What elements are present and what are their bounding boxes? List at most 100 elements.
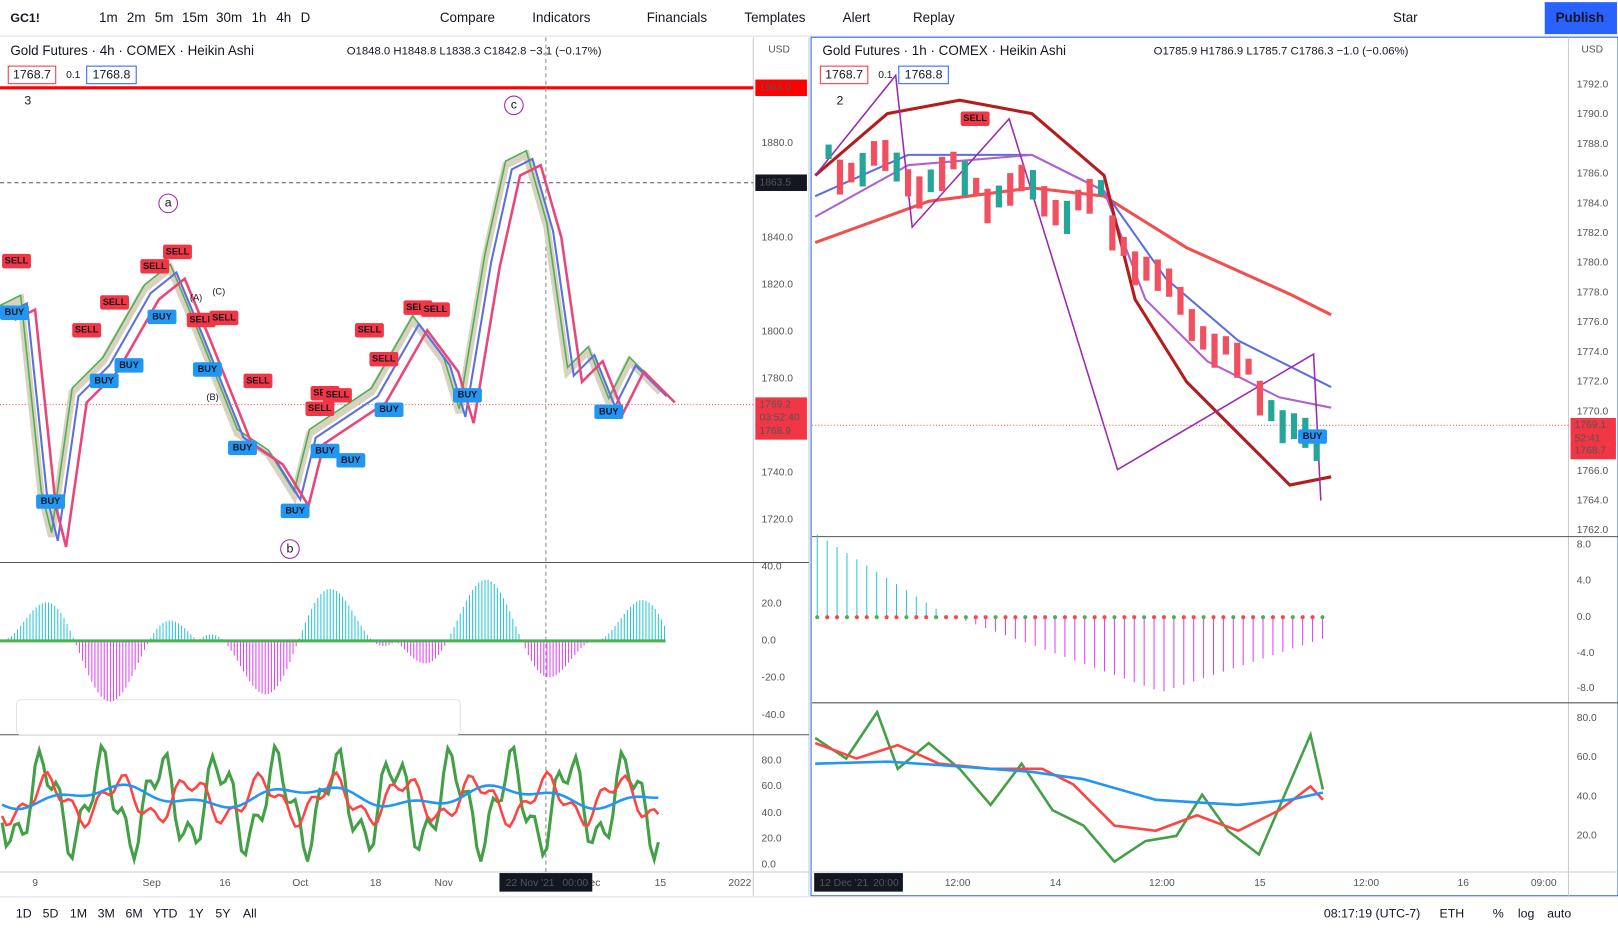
toolbar-button[interactable]: Templates <box>744 10 805 25</box>
rsi-tick: 20.0 <box>1577 831 1597 842</box>
wave-label: (A) <box>190 293 202 303</box>
osc-dot <box>1201 615 1206 620</box>
candle <box>1256 380 1264 416</box>
signal-bg <box>140 259 170 274</box>
signal-bg <box>322 388 352 403</box>
toolbar-button[interactable]: Financials <box>647 10 708 25</box>
publish-bg[interactable] <box>1544 2 1617 35</box>
price-tick: 1720.0 <box>762 515 794 526</box>
rsi-red <box>0 770 660 830</box>
price-tick: 1788.0 <box>1577 139 1609 150</box>
axis-option[interactable]: auto <box>1547 907 1571 921</box>
rsi-blue <box>1 783 659 811</box>
osc-dot <box>1280 615 1285 620</box>
osc-dot <box>844 615 850 620</box>
legend: Gold Futures · 4h · COMEX · Heikin Ashi <box>10 43 254 58</box>
candle <box>1154 259 1161 291</box>
spread: 0.1 <box>66 70 81 81</box>
collapsed: 2 <box>837 93 844 107</box>
toolbar-button[interactable]: Indicators <box>532 10 590 25</box>
publish[interactable]: Publish <box>1556 10 1604 25</box>
time-tick: 16 <box>219 878 231 889</box>
osc-dot <box>1260 615 1266 620</box>
osc-dot <box>1092 615 1097 620</box>
currency[interactable]: USD <box>768 44 790 55</box>
osc-dot <box>1033 615 1038 620</box>
interval[interactable]: 4h <box>276 10 291 25</box>
signal-bg <box>186 312 216 328</box>
signal-bg <box>421 302 450 317</box>
osc-dot <box>973 615 978 620</box>
signal: SELL <box>189 314 213 324</box>
axis-option[interactable]: % <box>1493 907 1504 921</box>
signal-bg <box>243 373 273 389</box>
osc-dot <box>1003 615 1008 620</box>
signal: SELL <box>103 297 127 307</box>
range[interactable]: 1M <box>70 907 87 921</box>
candle <box>1097 180 1105 196</box>
candle <box>1041 186 1048 217</box>
symbol[interactable]: GC1! <box>10 11 40 25</box>
session[interactable]: ETH <box>1439 907 1464 921</box>
drawing-toolbar[interactable] <box>15 699 461 736</box>
rsi-red <box>814 741 1324 833</box>
bid: 1768.7 <box>13 68 51 82</box>
last-price: 1769.1 <box>1575 420 1607 431</box>
signal: SELL <box>246 375 270 385</box>
star[interactable]: Star <box>1393 10 1418 25</box>
osc-dot <box>904 615 909 620</box>
interval[interactable]: 1m <box>99 10 118 25</box>
osc-dot <box>1112 615 1117 620</box>
range[interactable]: 1D <box>16 907 32 921</box>
osc-tick: 40.0 <box>762 561 782 572</box>
range[interactable]: 3M <box>98 907 115 921</box>
price-tick: 1784.0 <box>1577 198 1609 209</box>
toolbar-button[interactable]: Compare <box>440 10 495 25</box>
signal-bg <box>305 401 335 416</box>
osc-dot <box>1151 615 1157 620</box>
osc-dot <box>1142 615 1147 620</box>
range[interactable]: 6M <box>126 907 143 921</box>
interval[interactable]: 5m <box>155 10 174 25</box>
interval[interactable]: 2m <box>127 10 146 25</box>
interval[interactable]: 1h <box>252 10 267 25</box>
signal-bg <box>354 323 384 338</box>
interval[interactable]: 15m <box>182 10 208 25</box>
osc-dot <box>1023 615 1028 620</box>
rsi-tick: 40.0 <box>1577 791 1597 802</box>
osc-dot <box>1181 615 1186 620</box>
signal-bg <box>100 295 129 310</box>
clock: 08:17:19 (UTC-7) <box>1324 907 1420 921</box>
axis-option[interactable]: log <box>1518 907 1535 921</box>
signal-bg <box>280 503 310 519</box>
candle <box>927 169 934 193</box>
osc-dot <box>924 615 929 620</box>
candle <box>1143 256 1150 281</box>
price-tick: 1772.0 <box>1577 377 1609 388</box>
candle <box>859 152 866 187</box>
interval[interactable]: 30m <box>216 10 242 25</box>
interval[interactable]: D <box>301 10 311 25</box>
toolbar-button[interactable]: Replay <box>913 10 955 25</box>
price-tick: 1778.0 <box>1577 287 1609 298</box>
candle <box>836 159 844 195</box>
signal: SELL <box>372 354 396 364</box>
currency[interactable]: USD <box>1581 44 1603 55</box>
range[interactable]: All <box>243 907 257 921</box>
range[interactable]: 1Y <box>188 907 203 921</box>
price-tick: 1780.0 <box>1577 258 1609 269</box>
signal: BUY <box>233 442 253 452</box>
osc-tick: -4.0 <box>1577 648 1595 659</box>
osc-dot <box>874 615 879 620</box>
candle <box>1109 215 1116 251</box>
candle <box>848 162 855 183</box>
rsi-blue <box>815 760 1324 807</box>
range[interactable]: YTD <box>153 907 178 921</box>
range[interactable]: 5Y <box>215 907 230 921</box>
price-tick: 1820.0 <box>762 279 794 290</box>
osc-dot <box>854 615 859 620</box>
time-tick: 09:00 <box>1531 878 1557 889</box>
toolbar-button[interactable]: Alert <box>843 10 871 25</box>
range[interactable]: 5D <box>43 907 59 921</box>
